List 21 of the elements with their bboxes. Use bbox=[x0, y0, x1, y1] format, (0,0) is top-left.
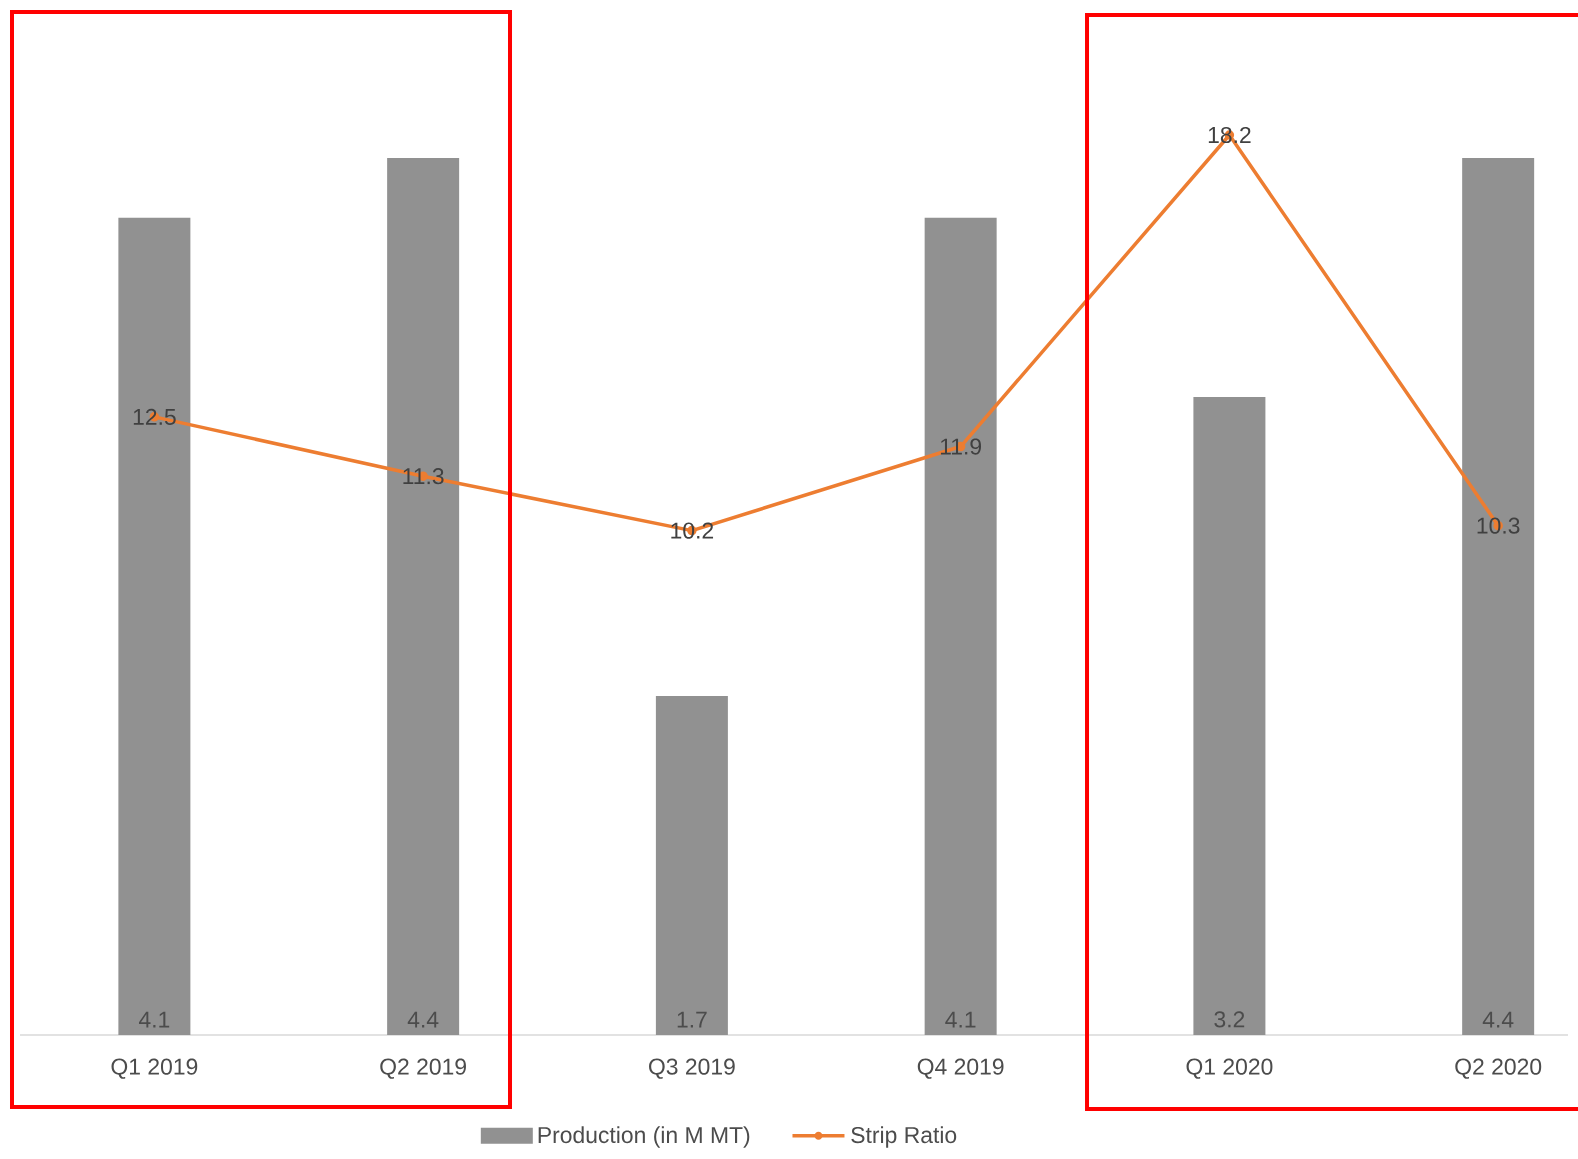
x-tick-label: Q1 2020 bbox=[1186, 1058, 1273, 1079]
data-label: 4.4 bbox=[407, 1011, 439, 1028]
data-label: 3.2 bbox=[1214, 1011, 1245, 1028]
data-label: 4.1 bbox=[945, 1011, 976, 1028]
x-tick-label: Q3 2019 bbox=[649, 1058, 735, 1079]
legend-label: Production (in M MT) bbox=[538, 1126, 750, 1148]
x-tick-label: Q1 2019 bbox=[111, 1058, 198, 1079]
legend-label: Strip Ratio bbox=[851, 1126, 957, 1148]
bar bbox=[655, 696, 728, 1035]
x-tick-label: Q4 2019 bbox=[917, 1058, 1004, 1079]
bar bbox=[387, 157, 460, 1035]
x-tick-label: Q2 2019 bbox=[380, 1058, 466, 1079]
data-label: 4.4 bbox=[1482, 1011, 1514, 1028]
x-tick-label: Q2 2020 bbox=[1455, 1058, 1542, 1079]
bar bbox=[1462, 157, 1535, 1035]
bar bbox=[1193, 397, 1266, 1035]
bar bbox=[924, 217, 997, 1035]
data-label: 1.7 bbox=[677, 1011, 707, 1028]
bar bbox=[118, 217, 191, 1035]
data-label: 4.1 bbox=[138, 1011, 170, 1028]
data-label: 10.3 bbox=[1477, 517, 1520, 534]
